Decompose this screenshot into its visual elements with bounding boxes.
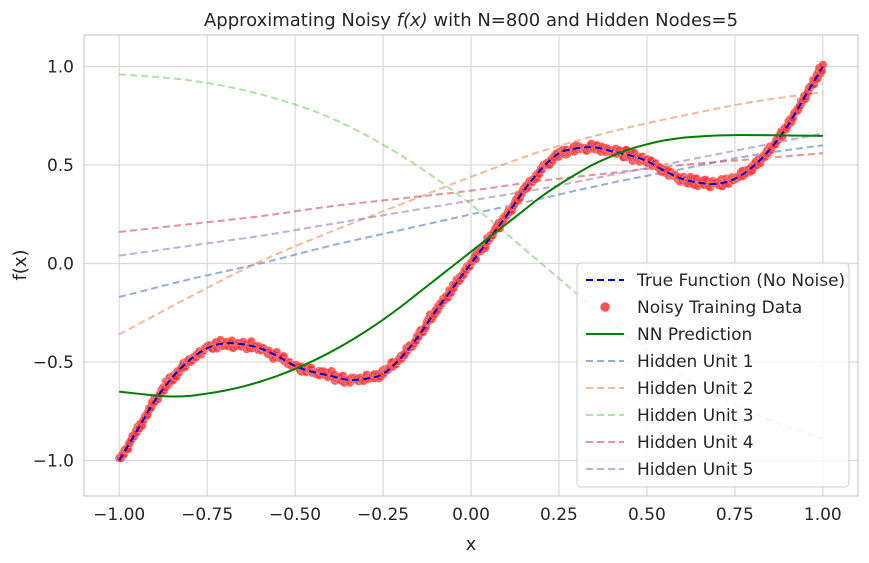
y-tick-label: −0.5 bbox=[33, 353, 74, 373]
data-point bbox=[818, 60, 828, 70]
y-tick-label: −1.0 bbox=[33, 452, 74, 472]
x-tick-label: −1.00 bbox=[93, 505, 145, 525]
hidden-unit-5-line bbox=[119, 132, 824, 257]
chart-title: Approximating Noisy f(x) with N=800 and … bbox=[204, 10, 738, 31]
y-tick-label: 0.5 bbox=[47, 156, 74, 176]
legend-swatch-noisy-data bbox=[599, 301, 611, 313]
hidden-unit-4-line bbox=[119, 152, 823, 234]
nn-prediction-line bbox=[119, 134, 823, 398]
legend-label-noisy-data: Noisy Training Data bbox=[637, 298, 802, 318]
hidden-unit-1-line bbox=[118, 144, 823, 298]
legend-label-true-function: True Function (No Noise) bbox=[636, 271, 845, 291]
x-tick-label: −0.75 bbox=[181, 505, 233, 525]
title-part-1: Approximating Noisy bbox=[204, 10, 397, 31]
main-lines bbox=[118, 66, 824, 462]
legend: True Function (No Noise) Noisy Training … bbox=[576, 262, 850, 488]
y-axis-label: f(x) bbox=[10, 249, 31, 280]
x-tick-label: 1.00 bbox=[804, 505, 842, 525]
legend-label-hidden-unit-3: Hidden Unit 3 bbox=[637, 406, 754, 426]
y-tick-label: 1.0 bbox=[47, 58, 74, 78]
x-tick-label: 0.00 bbox=[452, 505, 490, 525]
title-part-2: with N=800 and Hidden Nodes=5 bbox=[428, 10, 738, 31]
title-part-math: f(x) bbox=[397, 10, 428, 31]
tick-labels: −1.00 −0.75 −0.50 −0.25 0.00 0.25 0.50 0.75 1.00… bbox=[33, 58, 842, 525]
legend-label-hidden-unit-1: Hidden Unit 1 bbox=[637, 352, 754, 372]
x-tick-label: 0.25 bbox=[540, 505, 578, 525]
legend-box bbox=[576, 262, 850, 488]
legend-label-hidden-unit-2: Hidden Unit 2 bbox=[637, 379, 754, 399]
x-tick-label: −0.25 bbox=[357, 505, 409, 525]
x-tick-label: 0.50 bbox=[628, 505, 666, 525]
x-axis-label: x bbox=[466, 534, 477, 555]
legend-label-nn-prediction: NN Prediction bbox=[637, 325, 752, 345]
x-tick-label: −0.50 bbox=[269, 505, 321, 525]
true-function-line bbox=[118, 66, 824, 462]
hidden-unit-2-line bbox=[118, 91, 823, 336]
x-tick-label: 0.75 bbox=[716, 505, 754, 525]
plot-frame bbox=[83, 34, 859, 497]
y-tick-label: 0.0 bbox=[47, 255, 74, 275]
legend-label-hidden-unit-4: Hidden Unit 4 bbox=[637, 433, 754, 453]
legend-label-hidden-unit-5: Hidden Unit 5 bbox=[637, 460, 754, 480]
